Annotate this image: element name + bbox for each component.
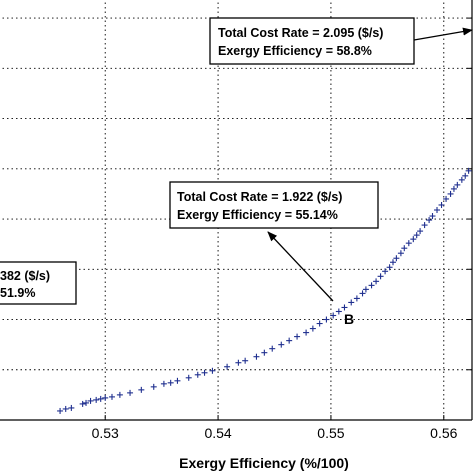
data-point (68, 404, 75, 411)
data-point (224, 363, 231, 370)
data-point (465, 167, 472, 174)
data-point (443, 195, 450, 202)
data-point (174, 377, 181, 384)
data-point (150, 383, 157, 390)
data-point (382, 268, 389, 275)
data-point (410, 236, 417, 243)
annotation-2-line-2: Exergy Efficiency = 55.14% (177, 208, 338, 222)
x-tick-label: 0.54 (204, 425, 231, 441)
annotations: Total Cost Rate = 2.095 ($/s) Exergy Eff… (0, 17, 473, 327)
x-tick-label: 0.53 (92, 425, 119, 441)
data-point (167, 379, 174, 386)
annotation-box-3: 382 ($/s) 51.9% (0, 261, 77, 305)
annotation-box-1: Total Cost Rate = 2.095 ($/s) Exergy Eff… (209, 17, 415, 65)
data-point (447, 190, 454, 197)
data-point (462, 172, 469, 179)
data-point (242, 357, 249, 364)
data-point (417, 228, 424, 235)
data-point (450, 185, 457, 192)
data-point (377, 273, 384, 280)
annotation-2-line-1: Total Cost Rate = 1.922 ($/s) (177, 190, 342, 204)
data-point (454, 181, 461, 188)
data-point (434, 207, 441, 214)
data-point (429, 213, 436, 220)
annotation-1-arrow (413, 27, 473, 41)
data-point (323, 316, 330, 323)
data-point (253, 353, 260, 360)
data-point (286, 337, 293, 344)
data-point (97, 395, 104, 402)
annotation-3-line-2: 51.9% (0, 286, 35, 300)
axis-labels: Exergy Efficiency (%/100) (179, 455, 349, 471)
annotation-1-line-1: Total Cost Rate = 2.095 ($/s) (218, 26, 383, 40)
x-tick-label: 0.55 (317, 425, 344, 441)
data-point (413, 232, 420, 239)
data-point (235, 359, 242, 366)
data-point (426, 217, 433, 224)
data-point (87, 397, 94, 404)
data-point (102, 394, 109, 401)
data-point (397, 250, 404, 257)
data-point (62, 405, 69, 412)
data-point (303, 329, 310, 336)
data-point (278, 341, 285, 348)
data-point (348, 299, 355, 306)
x-tick-label: 0.56 (430, 425, 457, 441)
data-point (316, 320, 323, 327)
data-point (353, 295, 360, 302)
data-point (127, 389, 134, 396)
data-point (401, 245, 408, 252)
plot-axes: 0.53 0.54 0.55 0.56 (0, 0, 473, 441)
data-point (194, 371, 201, 378)
data-point (359, 290, 366, 297)
data-point (108, 393, 115, 400)
annotation-2-arrow (267, 231, 334, 302)
data-point (269, 345, 276, 352)
data-point (393, 255, 400, 262)
data-point (438, 201, 445, 208)
data-point (93, 396, 100, 403)
data-point (185, 374, 192, 381)
annotation-1-line-2: Exergy Efficiency = 58.8% (218, 44, 372, 58)
data-point (362, 286, 369, 293)
data-point (83, 399, 90, 406)
data-point (160, 380, 167, 387)
x-axis-label: Exergy Efficiency (%/100) (179, 455, 349, 471)
data-series (57, 167, 472, 414)
data-point (368, 282, 375, 289)
data-point (421, 222, 428, 229)
data-point (209, 367, 216, 374)
data-point (330, 312, 337, 319)
data-point (458, 176, 465, 183)
data-point (79, 400, 86, 407)
data-point (116, 391, 123, 398)
data-point (138, 386, 145, 393)
data-point (390, 259, 396, 266)
data-point (335, 308, 342, 315)
grid-lines (0, 0, 472, 420)
data-point (201, 369, 208, 376)
data-point (373, 278, 380, 285)
data-point (294, 333, 301, 340)
data-point (405, 240, 412, 247)
annotation-3-line-1: 382 ($/s) (0, 269, 50, 283)
data-point (57, 407, 64, 414)
data-point (341, 304, 348, 311)
annotation-box-2: Total Cost Rate = 1.922 ($/s) Exergy Eff… (169, 181, 379, 229)
point-b-label: B (344, 311, 354, 327)
data-point (261, 349, 268, 356)
data-point (386, 264, 393, 271)
data-point (309, 325, 316, 332)
